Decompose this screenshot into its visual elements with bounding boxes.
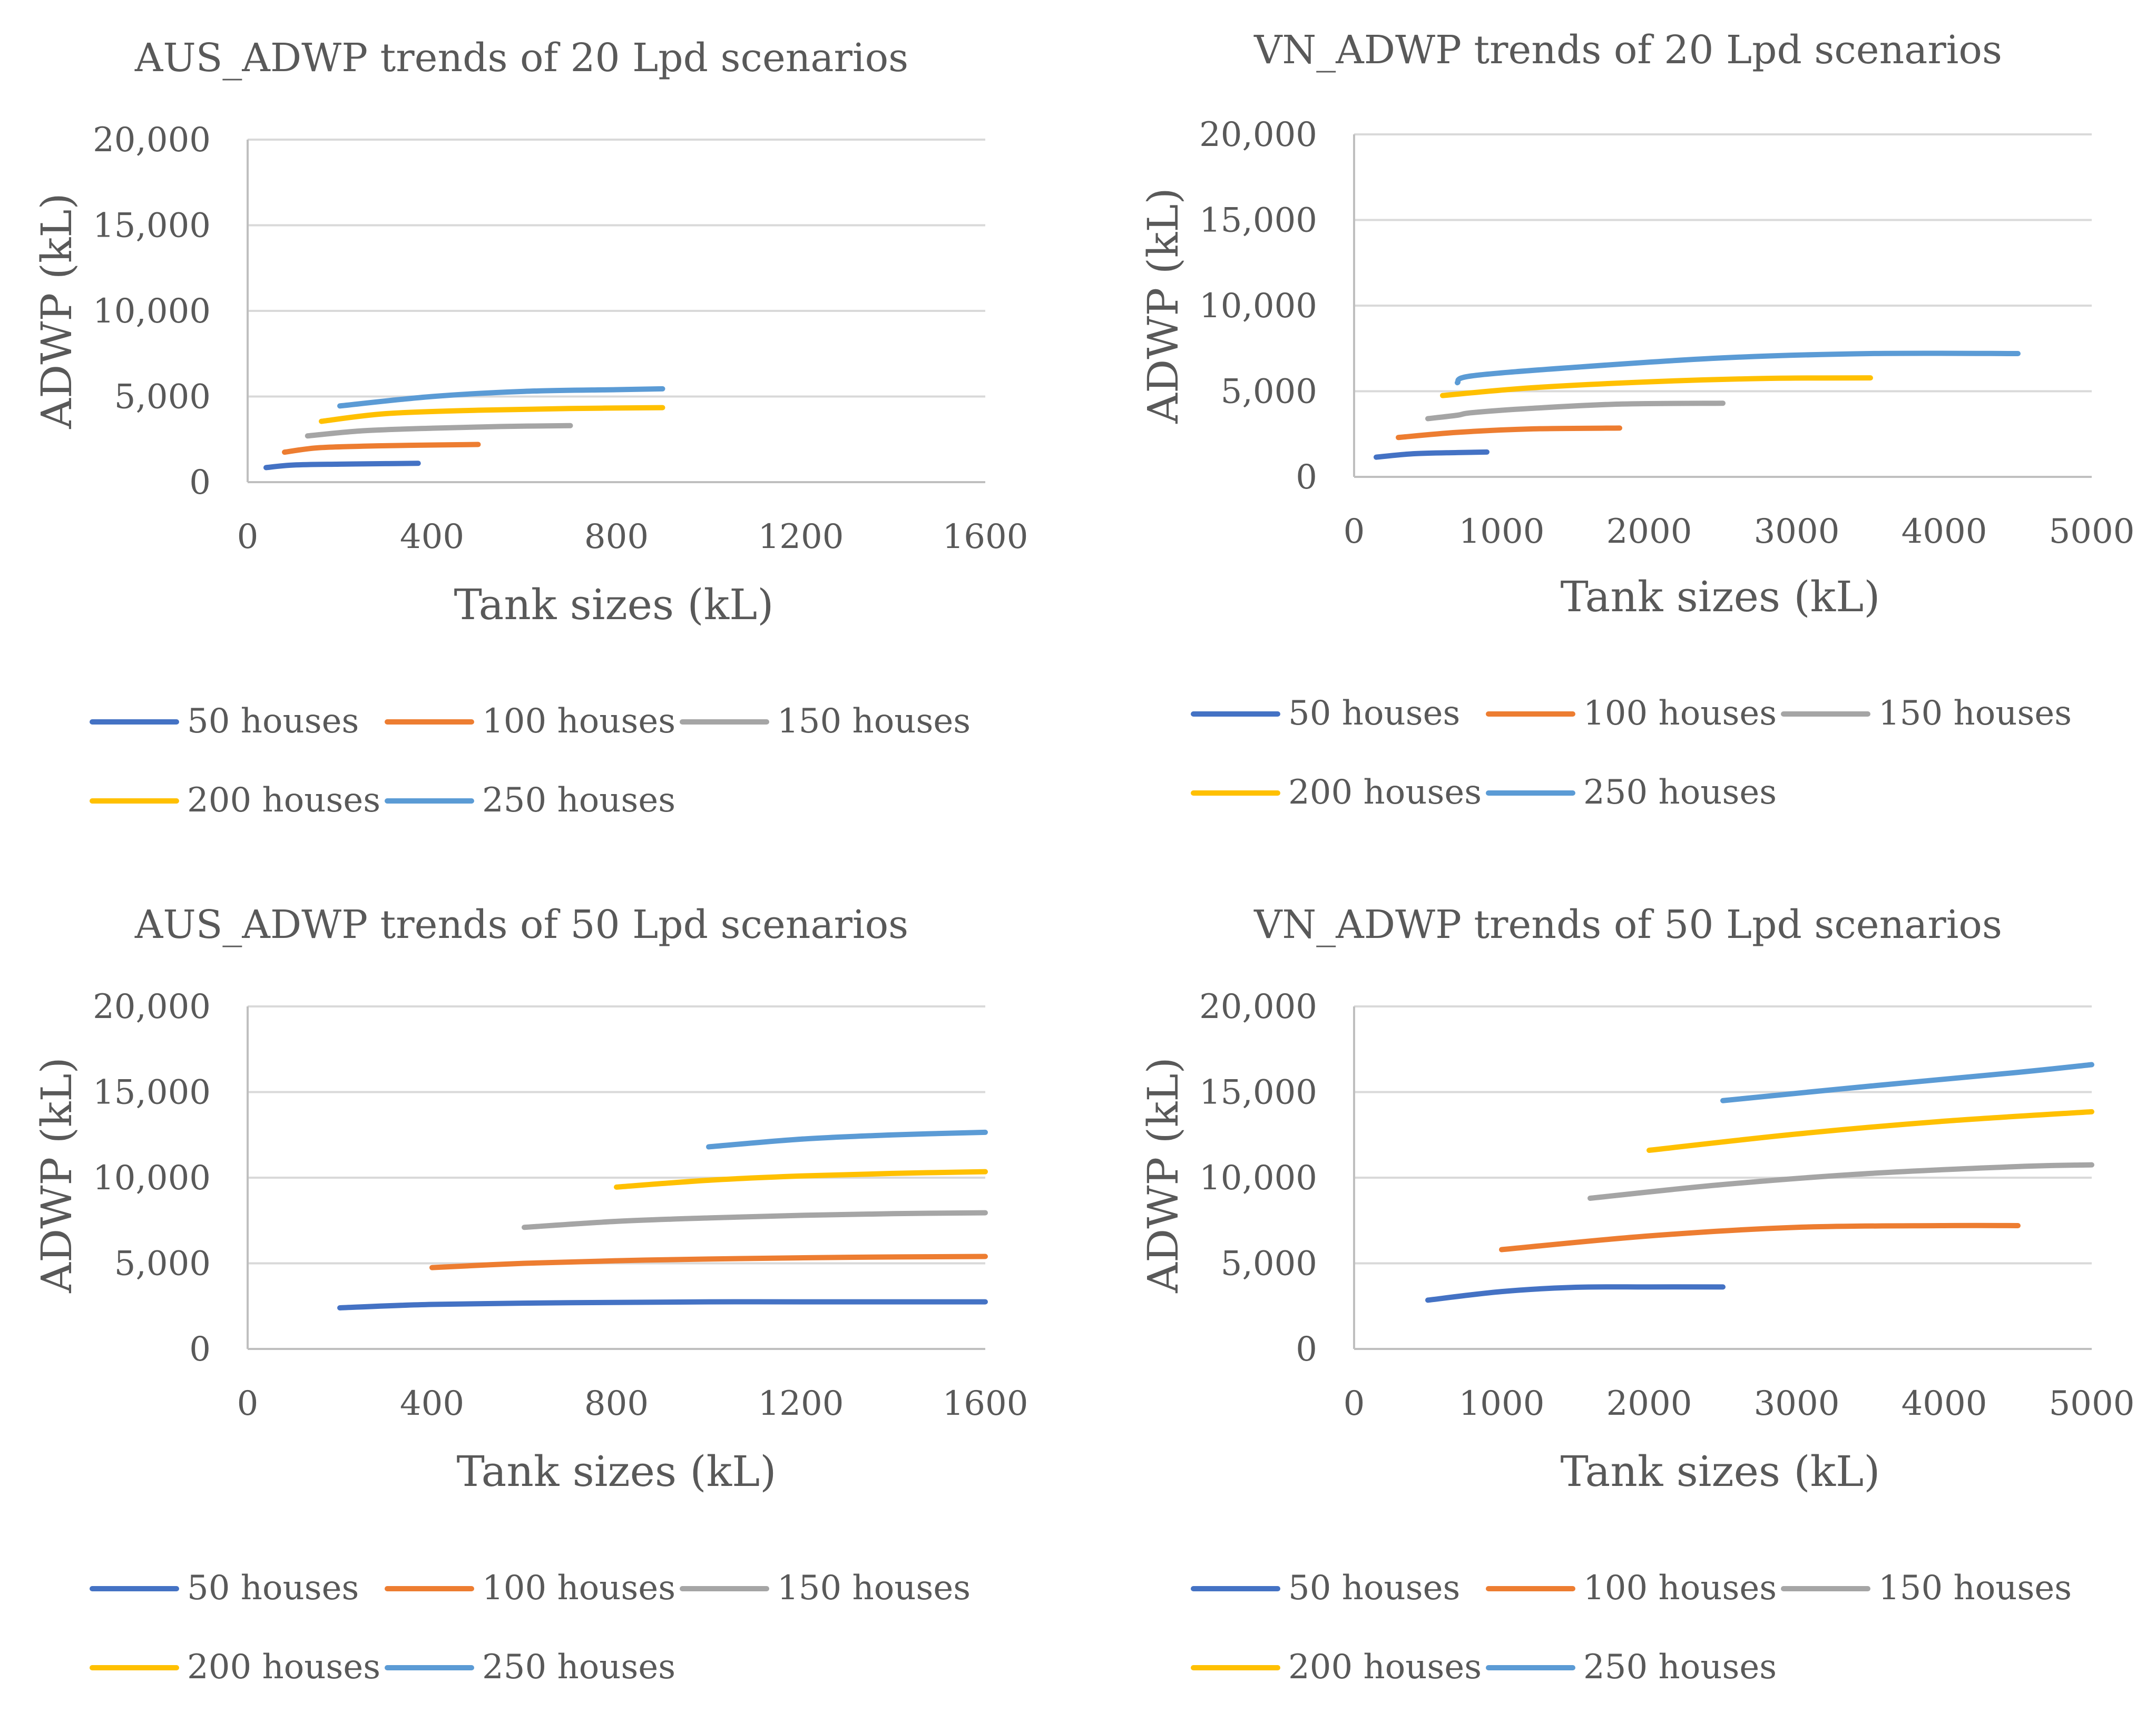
x-tick-label: 3000	[1754, 1384, 1840, 1423]
x-tick-label: 5000	[2049, 512, 2135, 551]
y-axis-title: ADWP (kL)	[1139, 1057, 1188, 1293]
y-tick-label: 5,000	[1221, 373, 1317, 412]
series-line-150-houses	[522, 1210, 988, 1230]
series-line-200-houses	[319, 405, 665, 424]
y-tick-label: 5,000	[1221, 1245, 1317, 1284]
y-tick-label: 0	[189, 463, 211, 502]
y-tick-label: 0	[1296, 458, 1317, 497]
x-tick-label: 1000	[1459, 512, 1545, 551]
x-tick-label: 1200	[758, 517, 844, 556]
x-axis-title: Tank sizes (kL)	[457, 1447, 777, 1496]
x-tick-label: 1000	[1459, 1384, 1545, 1423]
series-line-100-houses	[282, 442, 481, 455]
legend-label-100-houses: 100 houses	[482, 1569, 675, 1608]
legend-label-200-houses: 200 houses	[187, 1648, 380, 1687]
y-tick-label: 0	[189, 1330, 211, 1369]
series-line-100-houses	[1499, 1222, 2021, 1253]
y-tick-label: 10,000	[93, 292, 211, 331]
y-tick-label: 10,000	[1199, 1159, 1317, 1198]
x-tick-label: 3000	[1754, 512, 1840, 551]
x-tick-label: 400	[400, 1384, 464, 1423]
x-tick-label: 2000	[1606, 512, 1692, 551]
legend-label-50-houses: 50 houses	[187, 702, 359, 741]
legend-label-250-houses: 250 houses	[1583, 773, 1777, 812]
x-tick-label: 4000	[1902, 1384, 1987, 1423]
legend-label-100-houses: 100 houses	[482, 702, 675, 741]
x-tick-label: 400	[400, 517, 464, 556]
legend-label-200-houses: 200 houses	[187, 781, 380, 820]
series-line-150-houses	[1425, 400, 1726, 422]
y-tick-label: 15,000	[1199, 201, 1317, 240]
x-tick-label: 800	[584, 517, 649, 556]
x-axis-title: Tank sizes (kL)	[1561, 1447, 1880, 1496]
series-line-50-houses	[263, 461, 421, 471]
legend-label-150-houses: 150 houses	[1878, 694, 2072, 733]
series-line-100-houses	[429, 1254, 988, 1270]
chart-panel-aus-20-lpd: AUS_ADWP trends of 20 Lpd scenarios 0 5,0…	[32, 35, 1028, 820]
x-tick-label: 0	[237, 517, 259, 556]
legend-label-250-houses: 250 houses	[1583, 1648, 1777, 1687]
series-line-250-houses	[706, 1129, 988, 1150]
y-tick-label: 0	[1296, 1330, 1317, 1369]
chart-panel-vn-20-lpd: VN_ADWP trends of 20 Lpd scenarios 0 5,00…	[1139, 27, 2134, 812]
y-tick-label: 15,000	[1199, 1073, 1317, 1112]
series-line-250-houses	[337, 386, 665, 409]
legend-label-150-houses: 150 houses	[777, 702, 971, 741]
x-tick-label: 0	[237, 1384, 259, 1423]
series-line-200-houses	[614, 1169, 988, 1190]
chart-title: AUS_ADWP trends of 50 Lpd scenarios	[134, 902, 908, 947]
series-line-150-houses	[1587, 1162, 2094, 1201]
chart-panel-vn-50-lpd: VN_ADWP trends of 50 Lpd scenarios 0 5,00…	[1139, 902, 2134, 1687]
y-tick-label: 20,000	[1199, 987, 1317, 1026]
legend-label-150-houses: 150 houses	[777, 1569, 971, 1608]
y-axis-title: ADWP (kL)	[32, 1057, 81, 1293]
legend-label-100-houses: 100 houses	[1583, 694, 1777, 733]
series-line-250-houses	[1455, 350, 2021, 386]
y-tick-label: 20,000	[1199, 115, 1317, 154]
x-tick-label: 800	[584, 1384, 649, 1423]
series-line-150-houses	[305, 423, 573, 439]
legend-label-150-houses: 150 houses	[1878, 1569, 2072, 1608]
y-tick-label: 10,000	[93, 1159, 211, 1198]
chart-title: VN_ADWP trends of 20 Lpd scenarios	[1253, 27, 2002, 73]
legend-label-200-houses: 200 houses	[1288, 1648, 1482, 1687]
series-line-50-houses	[1425, 1284, 1726, 1303]
x-tick-label: 1600	[943, 1384, 1028, 1423]
chart-panel-aus-50-lpd: AUS_ADWP trends of 50 Lpd scenarios 0 5,0…	[32, 902, 1028, 1687]
legend-label-50-houses: 50 houses	[1288, 1569, 1460, 1608]
y-tick-label: 15,000	[93, 207, 211, 246]
series-line-200-houses	[1647, 1109, 2094, 1153]
series-line-50-houses	[337, 1299, 988, 1310]
y-tick-label: 15,000	[93, 1073, 211, 1112]
x-tick-label: 4000	[1902, 512, 1987, 551]
legend-label-100-houses: 100 houses	[1583, 1569, 1777, 1608]
y-tick-label: 5,000	[114, 378, 211, 417]
y-axis-title: ADWP (kL)	[1139, 188, 1188, 424]
x-tick-label: 2000	[1606, 1384, 1692, 1423]
legend-label-50-houses: 50 houses	[1288, 694, 1460, 733]
legend-label-250-houses: 250 houses	[482, 781, 675, 820]
legend-label-200-houses: 200 houses	[1288, 773, 1482, 812]
legend-label-50-houses: 50 houses	[187, 1569, 359, 1608]
y-tick-label: 5,000	[114, 1245, 211, 1284]
series-line-50-houses	[1374, 449, 1489, 460]
chart-title: AUS_ADWP trends of 20 Lpd scenarios	[134, 35, 908, 81]
x-tick-label: 1200	[758, 1384, 844, 1423]
y-axis-title: ADWP (kL)	[32, 193, 81, 429]
y-tick-label: 20,000	[93, 987, 211, 1026]
x-tick-label: 1600	[943, 517, 1028, 556]
series-line-200-houses	[1440, 375, 1873, 398]
x-tick-label: 5000	[2049, 1384, 2135, 1423]
chart-title: VN_ADWP trends of 50 Lpd scenarios	[1253, 902, 2002, 947]
series-line-100-houses	[1396, 425, 1622, 441]
y-tick-label: 10,000	[1199, 287, 1317, 326]
series-line-250-houses	[1720, 1062, 2094, 1103]
legend-label-250-houses: 250 houses	[482, 1648, 675, 1687]
x-axis-title: Tank sizes (kL)	[454, 580, 774, 629]
x-tick-label: 0	[1344, 1384, 1365, 1423]
y-tick-label: 20,000	[93, 121, 211, 160]
x-axis-title: Tank sizes (kL)	[1561, 572, 1880, 621]
x-tick-label: 0	[1344, 512, 1365, 551]
